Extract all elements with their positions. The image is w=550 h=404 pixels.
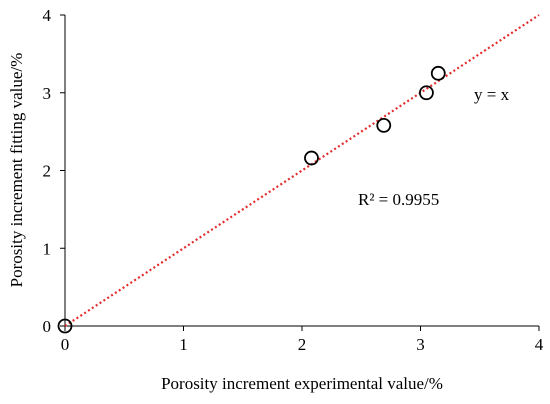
data-point xyxy=(419,85,434,101)
x-tick-label: 0 xyxy=(61,335,70,354)
y-tick-label: 3 xyxy=(43,84,52,103)
x-axis-title: Porosity increment experimental value/% xyxy=(161,374,443,393)
data-point xyxy=(304,150,319,166)
y-tick-label: 1 xyxy=(43,239,52,258)
tick-labels: 0 1 2 3 4 0 1 2 3 4 xyxy=(43,6,544,354)
data-point xyxy=(57,318,73,334)
reference-line-y-equals-x xyxy=(64,14,540,327)
data-points xyxy=(57,65,446,334)
x-tick-label: 1 xyxy=(179,335,188,354)
data-point xyxy=(430,65,446,81)
y-tick-label: 0 xyxy=(43,317,52,336)
y-tick-label: 4 xyxy=(43,6,52,25)
reference-line-layer xyxy=(64,14,540,327)
x-tick-label: 4 xyxy=(535,335,544,354)
y-axis-title: Porosity increment fitting value/% xyxy=(7,53,26,288)
r-squared-label: R² = 0.9955 xyxy=(358,190,439,209)
x-tick-label: 2 xyxy=(298,335,307,354)
y-tick-label: 2 xyxy=(43,162,52,181)
x-tick-label: 3 xyxy=(416,335,425,354)
equation-label: y = x xyxy=(474,85,510,104)
data-point xyxy=(376,118,392,133)
axes xyxy=(60,14,540,331)
